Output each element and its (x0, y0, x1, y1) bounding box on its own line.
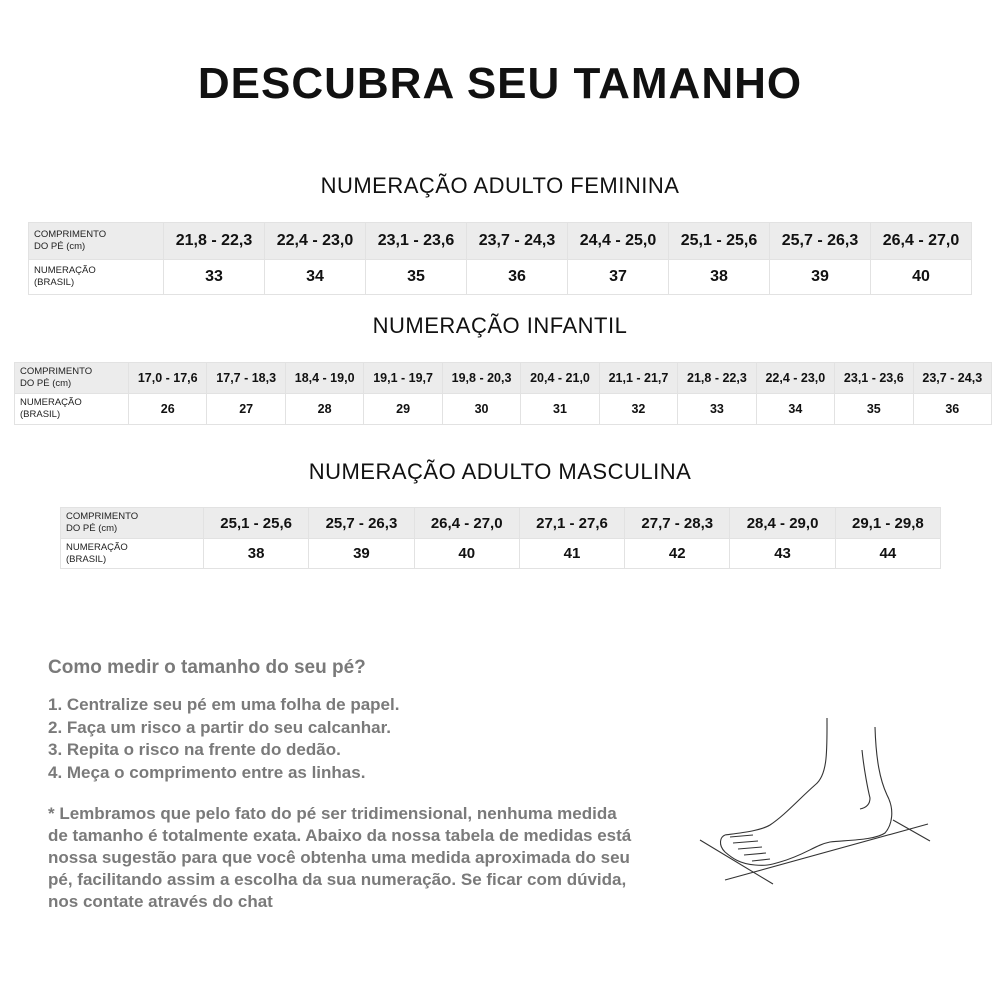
size-cell: 44 (834, 538, 942, 569)
size-cell: 30 (441, 393, 522, 425)
size-cell: 29 (363, 393, 443, 425)
length-cell: 18,4 - 19,0 (284, 362, 365, 394)
length-cell: 25,7 - 26,3 (308, 507, 415, 539)
size-cell: 38 (668, 259, 770, 295)
length-cell: 21,8 - 22,3 (163, 222, 265, 260)
step: 4. Meça o comprimento entre as linhas. (48, 762, 366, 782)
size-cell: 27 (206, 393, 286, 425)
row-label-line: (BRASIL) (66, 553, 107, 565)
length-cell: 21,1 - 21,7 (598, 362, 679, 394)
length-cell: 21,8 - 22,3 (677, 362, 757, 394)
size-cell: 26 (127, 393, 208, 425)
row-label: COMPRIMENTO DO PÉ (cm) (60, 507, 204, 539)
length-cell: 25,7 - 26,3 (769, 222, 871, 260)
row-label: NUMERAÇÃO (BRASIL) (28, 259, 164, 295)
size-cell: 33 (163, 259, 265, 295)
size-cell: 34 (755, 393, 836, 425)
length-cell: 26,4 - 27,0 (413, 507, 520, 539)
step: 2. Faça um risco a partir do seu calcanh… (48, 717, 391, 737)
size-table-infantil: COMPRIMENTO DO PÉ (cm) 17,0 - 17,6 17,7 - 1… (14, 362, 993, 425)
howto-note: * Lembramos que pelo fato do pé ser trid… (48, 804, 632, 911)
length-row: COMPRIMENTO DO PÉ (cm) 25,1 - 25,6 25,7 - 2… (60, 507, 942, 539)
howto-heading: Como medir o tamanho do seu pé? (48, 657, 366, 678)
step: 1. Centralize seu pé em uma folha de pap… (48, 695, 400, 714)
size-cell: 43 (729, 538, 836, 569)
heading-feminina: NUMERAÇÃO ADULTO FEMININA (320, 173, 680, 198)
size-table-masculina: COMPRIMENTO DO PÉ (cm) 25,1 - 25,6 25,7 - 2… (60, 507, 942, 569)
row-label: COMPRIMENTO DO PÉ (cm) (14, 362, 129, 394)
length-cell: 25,1 - 25,6 (668, 222, 770, 260)
size-cell: 38 (202, 538, 310, 569)
howto-steps: 1. Centralize seu pé em uma folha de pap… (48, 694, 648, 784)
row-label-line: NUMERAÇÃO (66, 541, 128, 553)
size-cell: 37 (567, 259, 669, 295)
row-label: NUMERAÇÃO (BRASIL) (14, 393, 129, 425)
size-cell: 39 (308, 538, 415, 569)
step: 3. Repita o risco na frente do dedão. (48, 740, 341, 759)
row-label-line: COMPRIMENTO (66, 511, 139, 522)
length-cell: 24,4 - 25,0 (567, 222, 669, 260)
length-cell: 26,4 - 27,0 (870, 222, 972, 260)
length-cell: 19,1 - 19,7 (363, 362, 443, 394)
length-cell: 23,7 - 24,3 (912, 362, 993, 394)
row-label: NUMERAÇÃO (BRASIL) (60, 538, 204, 569)
length-row: COMPRIMENTO DO PÉ (cm) 17,0 - 17,6 17,7 - 1… (14, 362, 993, 394)
length-cell: 27,1 - 27,6 (518, 507, 626, 539)
length-cell: 23,7 - 24,3 (466, 222, 568, 260)
size-cell: 40 (413, 538, 520, 569)
size-cell: 28 (284, 393, 365, 425)
size-row: NUMERAÇÃO (BRASIL) 33 34 35 36 37 38 39 40 (28, 259, 972, 295)
length-cell: 17,0 - 17,6 (127, 362, 208, 394)
size-row: NUMERAÇÃO (BRASIL) 26 27 28 29 30 31 32 33 34 35 36 (14, 393, 993, 425)
length-cell: 22,4 - 23,0 (755, 362, 836, 394)
row-label-line: (BRASIL) (34, 277, 75, 288)
row-label-line: NUMERAÇÃO (34, 265, 96, 276)
row-label-line: COMPRIMENTO (34, 229, 107, 240)
row-label-line: NUMERAÇÃO (20, 397, 82, 408)
row-label-line: COMPRIMENTO (20, 366, 93, 377)
length-cell: 17,7 - 18,3 (206, 362, 286, 394)
size-cell: 40 (870, 259, 972, 295)
length-cell: 27,7 - 28,3 (624, 507, 731, 539)
row-label: COMPRIMENTO DO PÉ (cm) (28, 222, 164, 260)
size-cell: 41 (518, 538, 626, 569)
length-cell: 19,8 - 20,3 (441, 362, 522, 394)
size-cell: 31 (520, 393, 600, 425)
length-cell: 22,4 - 23,0 (264, 222, 366, 260)
row-label-line: DO PÉ (cm) (34, 241, 86, 252)
heading-infantil: NUMERAÇÃO INFANTIL (372, 313, 628, 338)
size-cell: 33 (677, 393, 757, 425)
size-cell: 32 (598, 393, 679, 425)
length-cell: 20,4 - 21,0 (520, 362, 600, 394)
length-cell: 29,1 - 29,8 (834, 507, 942, 539)
size-cell: 42 (624, 538, 731, 569)
size-cell: 36 (912, 393, 993, 425)
heading-masculina: NUMERAÇÃO ADULTO MASCULINA (308, 459, 692, 484)
row-label-line: DO PÉ (cm) (66, 523, 118, 534)
length-cell: 23,1 - 23,6 (365, 222, 467, 260)
length-row: COMPRIMENTO DO PÉ (cm) 21,8 - 22,3 22,4 - 2… (28, 222, 972, 260)
size-cell: 35 (365, 259, 467, 295)
length-cell: 25,1 - 25,6 (202, 507, 310, 539)
size-cell: 39 (769, 259, 871, 295)
size-cell: 34 (264, 259, 366, 295)
size-row: NUMERAÇÃO (BRASIL) 38 39 40 41 42 43 44 (60, 538, 942, 569)
size-cell: 35 (834, 393, 914, 425)
row-label-line: (BRASIL) (20, 409, 61, 420)
size-cell: 36 (466, 259, 568, 295)
row-label-line: DO PÉ (cm) (20, 378, 72, 389)
length-cell: 23,1 - 23,6 (834, 362, 914, 394)
length-cell: 28,4 - 29,0 (729, 507, 836, 539)
page-title: DESCUBRA SEU TAMANHO (197, 59, 803, 108)
foot-measure-illustration (699, 717, 931, 885)
size-table-feminina: COMPRIMENTO DO PÉ (cm) 21,8 - 22,3 22,4 - 2… (28, 222, 972, 295)
